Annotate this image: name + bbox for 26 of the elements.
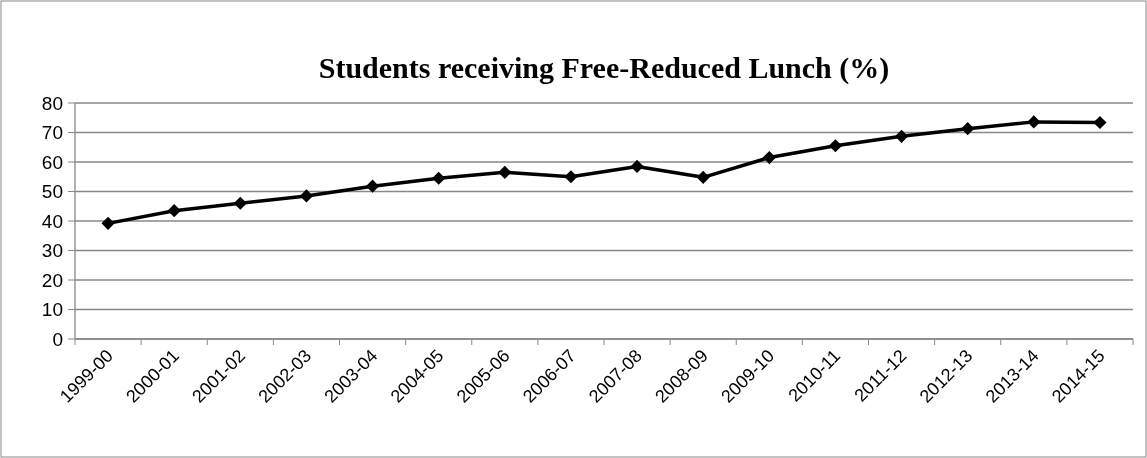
y-tick-label: 80: [41, 92, 63, 114]
y-tick-label: 30: [41, 240, 63, 262]
point: [233, 196, 247, 210]
y-tick-label: 10: [41, 299, 63, 321]
point: [365, 179, 380, 193]
point: [1027, 115, 1041, 129]
y-tick-label: 0: [52, 328, 63, 350]
point: [564, 170, 578, 184]
y-tick-label: 60: [41, 151, 63, 173]
point: [828, 139, 843, 153]
point: [696, 170, 710, 184]
point: [1093, 115, 1107, 130]
point: [762, 151, 776, 165]
y-tick-label: 70: [41, 122, 63, 144]
y-tick-label: 20: [41, 269, 63, 291]
point: [630, 159, 644, 173]
y-tick-label: 50: [41, 181, 63, 203]
point: [961, 122, 975, 136]
point: [894, 129, 909, 143]
point: [432, 171, 446, 185]
point: [498, 165, 512, 179]
point: [299, 189, 314, 203]
point: [101, 216, 115, 230]
y-tick-label: 40: [41, 210, 63, 232]
chart-title: Students receiving Free-Reduced Lunch (%): [318, 51, 890, 85]
point: [167, 204, 181, 218]
